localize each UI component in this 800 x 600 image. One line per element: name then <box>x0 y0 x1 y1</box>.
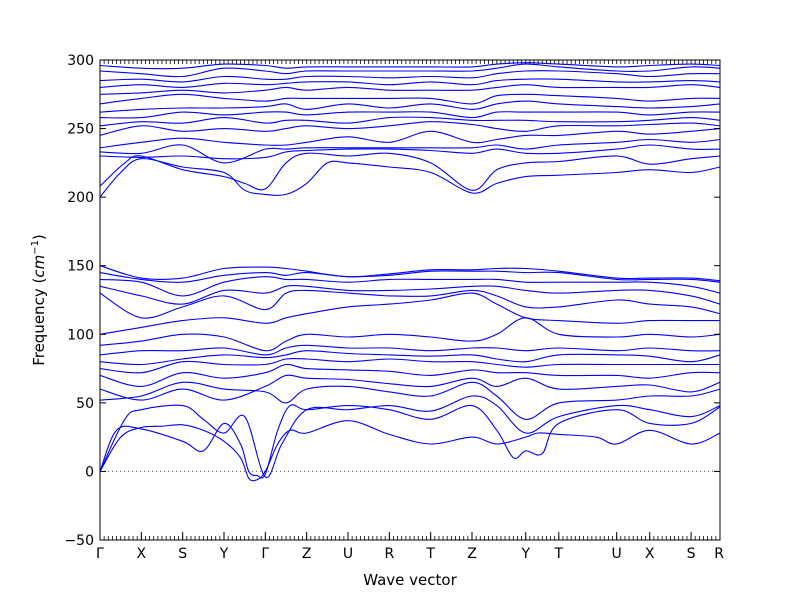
band-line-7 <box>100 357 720 374</box>
band-line-13 <box>100 285 720 305</box>
x-tick-label: R <box>384 546 394 562</box>
band-line-14 <box>100 276 720 297</box>
x-tick-label: T <box>425 546 435 562</box>
x-tick-label: Γ <box>261 546 269 562</box>
y-tick-label: 300 <box>67 53 94 69</box>
band-line-28 <box>100 78 720 88</box>
band-line-5 <box>100 374 720 401</box>
band-line-18 <box>100 152 720 191</box>
x-tick-label: Z <box>302 546 312 562</box>
band-line-22 <box>100 121 720 136</box>
band-line-23 <box>100 116 720 127</box>
y-tick-label: 0 <box>85 464 94 480</box>
y-tick-label: 50 <box>76 396 94 412</box>
band-line-20 <box>100 138 720 164</box>
band-line-4 <box>100 381 720 420</box>
band-lines <box>100 62 720 482</box>
y-axis-unit-exponent: −1 <box>30 240 41 255</box>
band-line-26 <box>100 93 720 105</box>
x-axis-label: Wave vector <box>363 571 457 589</box>
x-tick-label: T <box>554 546 564 562</box>
band-line-17 <box>100 158 720 198</box>
band-line-19 <box>100 144 720 160</box>
x-tick-label: U <box>343 546 353 562</box>
band-line-31 <box>100 62 720 70</box>
band-line-29 <box>100 70 720 83</box>
x-tick-label: S <box>178 546 187 562</box>
band-line-8 <box>100 350 720 366</box>
band-line-16 <box>100 265 720 282</box>
band-line-1 <box>100 420 720 482</box>
band-line-21 <box>100 128 720 149</box>
x-tick-label: X <box>137 546 147 562</box>
x-tick-label: Y <box>520 546 530 562</box>
x-tick-label: Γ <box>96 546 104 562</box>
band-line-27 <box>100 84 720 95</box>
band-line-10 <box>100 317 720 352</box>
band-line-3 <box>100 395 720 478</box>
y-axis-label: Frequency (cm−1) <box>30 234 48 366</box>
y-axis-label-text: Frequency <box>30 288 48 366</box>
band-line-11 <box>100 292 720 335</box>
x-tick-label: Z <box>467 546 477 562</box>
band-line-30 <box>100 63 720 78</box>
y-tick-label: 150 <box>67 259 94 275</box>
band-line-12 <box>100 289 720 319</box>
x-tick-label: Y <box>219 546 229 562</box>
y-axis-unit: cm <box>30 255 48 278</box>
band-line-6 <box>100 363 720 387</box>
band-line-25 <box>100 100 720 113</box>
y-tick-label: 250 <box>67 122 94 138</box>
x-tick-label: R <box>714 546 724 562</box>
y-tick-label: 100 <box>67 327 94 343</box>
band-line-2 <box>100 404 720 479</box>
x-tick-label: S <box>687 546 696 562</box>
x-tick-label: X <box>645 546 655 562</box>
band-line-9 <box>100 344 720 356</box>
band-line-15 <box>100 270 720 283</box>
y-tick-label: 200 <box>67 190 94 206</box>
x-tick-label: U <box>612 546 622 562</box>
band-line-24 <box>100 111 720 119</box>
y-axis-ticks: −50 0 50 100 150 200 250 300 <box>64 53 720 549</box>
y-tick-label: −50 <box>64 533 94 549</box>
